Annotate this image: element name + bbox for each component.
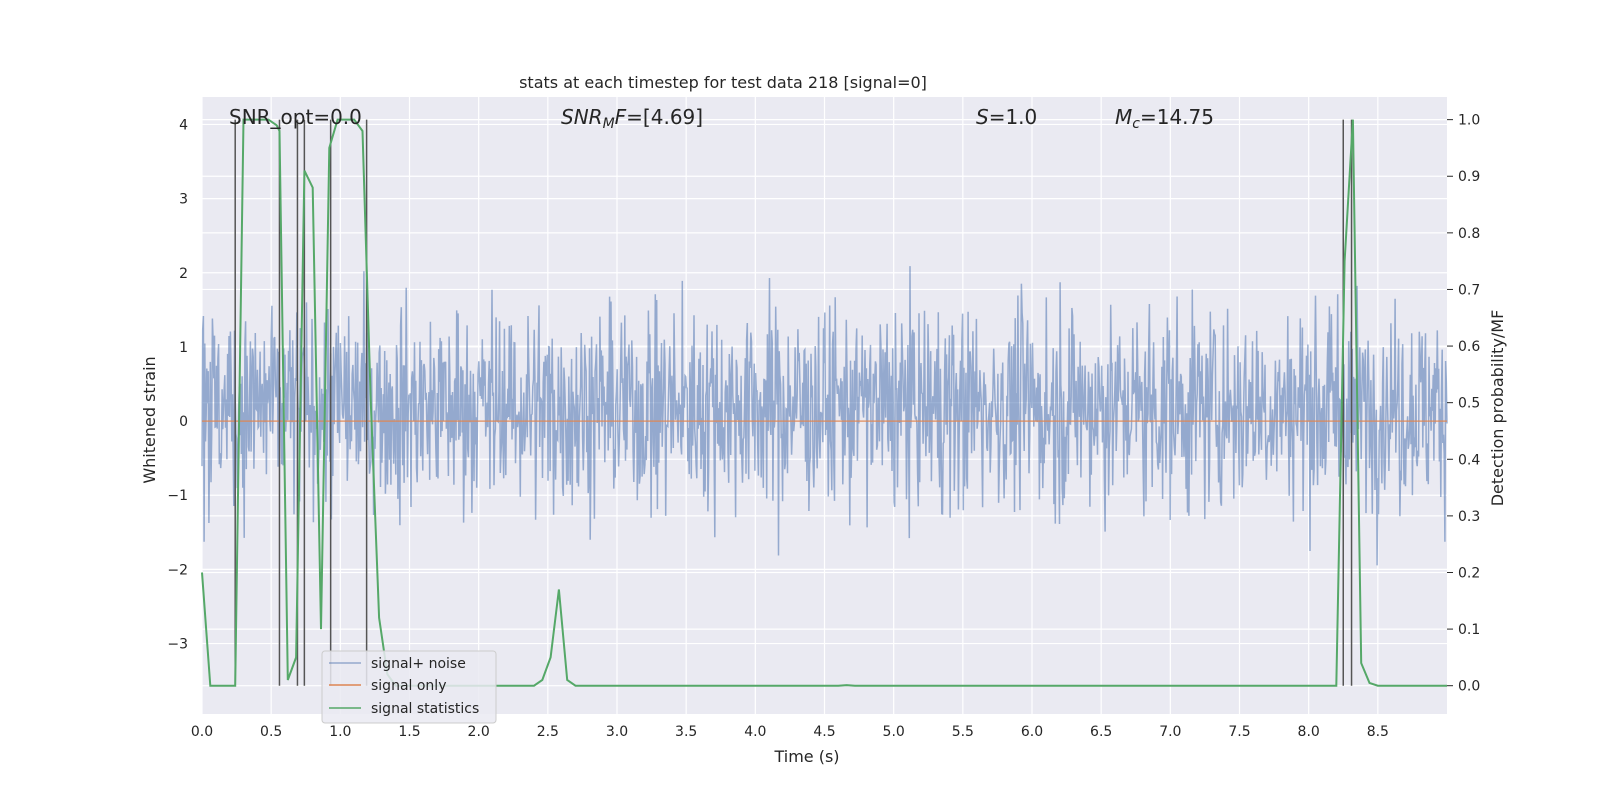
x-tick-label: 3.0	[606, 724, 628, 740]
y-right-tick-label: 0.5	[1458, 396, 1480, 412]
annotation-snr-mf-sub: M	[603, 116, 615, 132]
y-tick-label: −2	[167, 562, 188, 578]
annotation-mc-var: M	[1115, 105, 1132, 129]
x-tick-label: 8.5	[1367, 724, 1389, 740]
x-tick-label: 4.5	[813, 724, 835, 740]
signal-noise-series	[201, 266, 1448, 566]
y-tick-label: 4	[179, 117, 188, 133]
y-right-tick-label: 0.4	[1458, 452, 1480, 468]
legend-label-signal-noise: signal+ noise	[371, 656, 466, 672]
signal-noise-line	[201, 266, 1448, 566]
x-tick-label: 2.5	[537, 724, 559, 740]
y-axis-right-ticks: 0.0 0.1 0.2 0.3 0.4 0.5 0.6 0.7 0.8 0.9 1.0	[1447, 113, 1480, 695]
x-tick-label: 5.5	[952, 724, 974, 740]
annotation-snr-mf-tail: F	[615, 105, 627, 129]
y-tick-label: 1	[179, 340, 188, 356]
y-right-tick-label: 0.1	[1458, 622, 1480, 638]
annotation-mc: Mc=14.75	[1115, 105, 1214, 132]
y-axis-ticks: −3 −2 −1 0 1 2 3 4	[167, 117, 188, 652]
annotation-snr-opt: SNR_opt=0.0	[229, 105, 362, 129]
x-tick-label: 8.0	[1298, 724, 1320, 740]
y-tick-label: −1	[167, 488, 188, 504]
y-axis-label: Whitened strain	[140, 356, 159, 483]
y-right-tick-label: 0.2	[1458, 565, 1480, 581]
x-tick-label: 2.0	[468, 724, 490, 740]
legend-label-signal-only: signal only	[371, 678, 446, 694]
y-right-tick-label: 0.3	[1458, 509, 1480, 525]
x-tick-label: 6.0	[1021, 724, 1043, 740]
annotation-s: S=1.0	[976, 105, 1037, 129]
annotation-snr-mf: SNRMF=[4.69]	[561, 105, 703, 132]
x-tick-label: 7.0	[1159, 724, 1181, 740]
annotation-s-value: =1.0	[989, 105, 1038, 129]
y-right-tick-label: 0.9	[1458, 169, 1480, 185]
x-tick-label: 1.5	[398, 724, 420, 740]
y-tick-label: −3	[167, 637, 188, 653]
x-tick-label: 7.5	[1228, 724, 1250, 740]
y-tick-label: 0	[179, 414, 188, 430]
x-tick-label: 0.0	[191, 724, 213, 740]
x-tick-label: 0.5	[260, 724, 282, 740]
annotation-mc-value: =14.75	[1140, 105, 1214, 129]
annotation-snr-mf-value: =[4.69]	[626, 105, 703, 129]
x-tick-label: 5.0	[883, 724, 905, 740]
x-axis-ticks: 0.0 0.5 1.0 1.5 2.0 2.5 3.0 3.5 4.0 4.5 5.0 5.5 6.0 6…	[191, 724, 1389, 740]
legend: signal+ noise signal only signal statist…	[321, 650, 497, 724]
chart-title: stats at each timestep for test data 218…	[519, 73, 927, 92]
y-right-tick-label: 0.0	[1458, 679, 1480, 695]
annotation-snr-mf-main: SNR	[561, 105, 603, 129]
y-right-tick-label: 0.6	[1458, 339, 1480, 355]
legend-box	[321, 650, 497, 724]
y-axis-right-label: Detection probability/MF	[1488, 310, 1507, 507]
x-axis-label: Time (s)	[773, 747, 839, 766]
annotation-s-var: S	[976, 105, 989, 129]
x-tick-label: 1.0	[329, 724, 351, 740]
annotation-mc-sub: c	[1132, 116, 1140, 132]
x-tick-label: 6.5	[1090, 724, 1112, 740]
x-tick-label: 3.5	[675, 724, 697, 740]
y-tick-label: 3	[179, 192, 188, 208]
legend-label-signal-statistics: signal statistics	[371, 701, 479, 717]
x-tick-label: 4.0	[744, 724, 766, 740]
y-tick-label: 2	[179, 266, 188, 282]
y-right-tick-label: 0.7	[1458, 282, 1480, 298]
y-right-tick-label: 1.0	[1458, 113, 1480, 129]
y-right-tick-label: 0.8	[1458, 226, 1480, 242]
